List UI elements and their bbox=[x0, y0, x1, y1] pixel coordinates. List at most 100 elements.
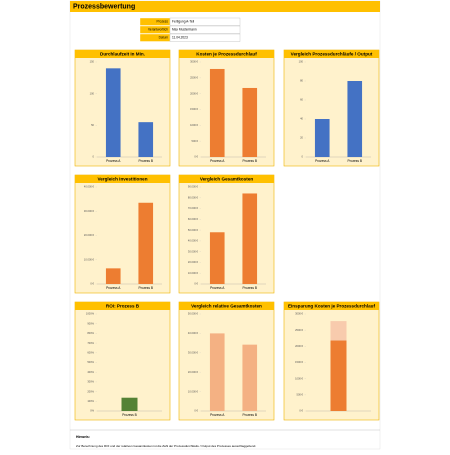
y-tick-label: 30.000 € bbox=[84, 209, 95, 213]
info-label: Datum bbox=[159, 36, 169, 40]
bar bbox=[209, 232, 225, 284]
bar bbox=[209, 333, 225, 411]
y-tick-label: 700% bbox=[87, 341, 94, 345]
y-tick-label: 400% bbox=[87, 370, 94, 374]
bar bbox=[209, 68, 225, 157]
bar bbox=[121, 397, 138, 411]
y-tick-label: 1000 € bbox=[295, 376, 303, 380]
y-tick-label: 1500 € bbox=[295, 360, 303, 364]
y-tick-label: 100% bbox=[87, 399, 94, 403]
x-tick-label: Prozess B bbox=[242, 413, 257, 417]
y-tick-label: 80 bbox=[300, 79, 303, 83]
bar bbox=[347, 81, 363, 157]
info-value: Fertigung A-Teil bbox=[172, 20, 194, 24]
y-tick-label: 0 € bbox=[194, 282, 198, 286]
x-tick-label: Prozess A bbox=[315, 159, 330, 163]
y-tick-label: 200% bbox=[87, 389, 94, 393]
chart-title: Kosten je Prozessdurchlauf bbox=[196, 52, 257, 57]
chart-title-bar bbox=[284, 302, 379, 310]
chart-title: Durchlaufzeit in Min. bbox=[100, 52, 145, 57]
page-title: Prozessbewertung bbox=[73, 3, 135, 10]
y-tick-label: 1500 € bbox=[190, 107, 198, 111]
chart-title: ROI: Prozess B bbox=[106, 304, 140, 309]
y-tick-label: 70.000 € bbox=[188, 206, 199, 210]
y-tick-label: 50.000 € bbox=[188, 228, 199, 232]
y-tick-label: 0 bbox=[93, 155, 95, 159]
y-tick-label: 20.000 € bbox=[188, 370, 199, 374]
chart-title-bar bbox=[179, 302, 274, 310]
y-tick-label: 1000 € bbox=[190, 123, 198, 127]
bar bbox=[242, 344, 258, 411]
bar bbox=[105, 268, 121, 284]
bar bbox=[105, 68, 121, 157]
x-tick-label: Prozess B bbox=[242, 286, 257, 290]
note-title: Hinweis: bbox=[76, 435, 90, 439]
chart-title-bar bbox=[75, 50, 170, 58]
chart-title: Vergleich Investitionen bbox=[97, 177, 147, 182]
x-tick-label: Prozess A bbox=[106, 159, 121, 163]
chart-title: Vergleich Gesamtkosten bbox=[200, 177, 254, 182]
y-tick-label: 900% bbox=[87, 321, 94, 325]
y-tick-label: 0 € bbox=[194, 155, 198, 159]
y-tick-label: 500% bbox=[87, 360, 94, 364]
info-label: Verantwortlich bbox=[148, 28, 168, 32]
y-tick-label: 2000 € bbox=[295, 344, 303, 348]
y-tick-label: 3000 € bbox=[295, 312, 303, 316]
x-tick-label: Prozess B bbox=[242, 159, 257, 163]
x-tick-label: Prozess B bbox=[347, 159, 362, 163]
chart-title-bar bbox=[179, 50, 274, 58]
y-tick-label: 10.000 € bbox=[188, 271, 199, 275]
y-tick-label: 10.000 € bbox=[188, 389, 199, 393]
info-label: Prozess bbox=[156, 20, 168, 24]
y-tick-label: 1000% bbox=[86, 312, 95, 316]
y-tick-label: 0 bbox=[302, 155, 304, 159]
info-value-cell bbox=[169, 25, 241, 34]
y-tick-label: 60 bbox=[300, 98, 303, 102]
y-tick-label: 300% bbox=[87, 380, 94, 384]
note-text: Zur Berechnung des ROI und der relativen… bbox=[76, 444, 256, 448]
chart-title: Vergleich Prozessdurchläufe / Output bbox=[291, 52, 373, 57]
info-value: Max Mustermann bbox=[172, 28, 197, 32]
y-tick-label: 40 bbox=[300, 117, 303, 121]
title-bar bbox=[70, 1, 380, 12]
bar-segment bbox=[330, 321, 347, 341]
y-tick-label: 3000 € bbox=[190, 60, 198, 64]
y-tick-label: 20.000 € bbox=[84, 233, 95, 237]
bar bbox=[138, 202, 154, 284]
chart-box bbox=[74, 174, 171, 294]
y-tick-label: 20 bbox=[300, 136, 303, 140]
y-tick-label: 0 € bbox=[299, 409, 303, 413]
info-value-cell bbox=[169, 17, 241, 26]
x-tick-label: Prozess B bbox=[122, 413, 137, 417]
bar bbox=[242, 87, 258, 157]
y-tick-label: 2500 € bbox=[295, 328, 303, 332]
y-tick-label: 50 bbox=[91, 123, 94, 127]
bar-segment bbox=[330, 340, 347, 411]
chart-title-bar bbox=[179, 175, 274, 183]
y-tick-label: 40.000 € bbox=[188, 239, 199, 243]
chart-title: Einsparung Kosten je Prozessdurchlauf bbox=[288, 304, 376, 309]
y-tick-label: 2000 € bbox=[190, 91, 198, 95]
x-tick-label: Prozess B bbox=[138, 286, 153, 290]
y-tick-label: 30.000 € bbox=[188, 249, 199, 253]
y-tick-label: 2500 € bbox=[190, 76, 198, 80]
y-tick-label: 600% bbox=[87, 350, 94, 354]
info-value-cell bbox=[169, 33, 241, 42]
x-tick-label: Prozess A bbox=[210, 286, 225, 290]
y-tick-label: 90.000 € bbox=[188, 185, 199, 189]
chart-box bbox=[178, 49, 275, 167]
y-tick-label: 150 bbox=[90, 60, 95, 64]
y-tick-label: 800% bbox=[87, 331, 94, 335]
y-tick-label: 80.000 € bbox=[188, 195, 199, 199]
x-tick-label: Prozess A bbox=[210, 413, 225, 417]
y-tick-label: 10.000 € bbox=[84, 257, 95, 261]
chart-box bbox=[178, 174, 275, 294]
chart-box bbox=[178, 301, 275, 421]
chart-box bbox=[283, 49, 380, 167]
y-tick-label: 0% bbox=[90, 409, 94, 413]
y-tick-label: 500 € bbox=[192, 139, 199, 143]
y-tick-label: 0 € bbox=[194, 409, 198, 413]
x-tick-label: Prozess A bbox=[210, 159, 225, 163]
y-tick-label: 60.000 € bbox=[188, 217, 199, 221]
y-tick-label: 20.000 € bbox=[188, 260, 199, 264]
